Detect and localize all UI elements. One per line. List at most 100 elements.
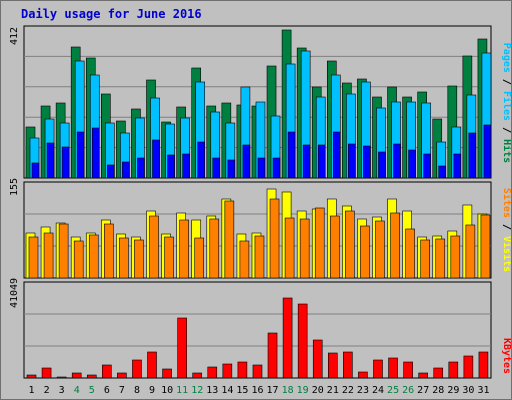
chart-title: Daily usage for June 2016 <box>21 7 202 21</box>
bar-kbytes-day-31 <box>478 351 489 379</box>
bar-sites-day-15 <box>239 240 250 279</box>
day-label-21: 21 <box>327 385 339 396</box>
bar-sites-day-30 <box>465 224 476 279</box>
bar-kbytes-day-14 <box>222 363 233 379</box>
bar-kbytes-day-4 <box>71 372 82 379</box>
bar-kbytes-day-22 <box>343 351 353 379</box>
bar-pages-day-30 <box>468 132 477 179</box>
bar-sites-day-29 <box>450 235 461 279</box>
bar-pages-day-5 <box>91 127 100 179</box>
bar-kbytes-day-1 <box>26 374 37 379</box>
bar-kbytes-day-20 <box>312 339 323 379</box>
bar-pages-day-21 <box>332 131 341 179</box>
bar-sites-day-26 <box>405 228 415 279</box>
day-label-6: 6 <box>104 385 110 396</box>
day-label-31: 31 <box>477 385 489 396</box>
bar-sites-day-25 <box>390 212 400 279</box>
day-label-14: 14 <box>221 385 233 396</box>
axis-label-sites: Sites <box>501 188 511 218</box>
bar-pages-day-11 <box>182 153 190 179</box>
day-label-27: 27 <box>417 385 429 396</box>
bar-kbytes-day-23 <box>358 371 368 379</box>
bar-sites-day-24 <box>375 220 385 279</box>
axis-label-hits: Hits <box>501 139 511 163</box>
day-label-11: 11 <box>176 385 188 396</box>
bar-pages-day-13 <box>212 157 221 179</box>
day-label-12: 12 <box>191 385 203 396</box>
bar-kbytes-day-2 <box>41 367 52 379</box>
bar-kbytes-day-29 <box>448 361 459 379</box>
bar-sites-day-20 <box>314 207 325 279</box>
bar-kbytes-day-3 <box>56 376 67 379</box>
bar-kbytes-day-18 <box>282 297 293 379</box>
bar-kbytes-day-6 <box>102 364 112 379</box>
day-label-19: 19 <box>297 385 309 396</box>
bar-pages-day-23 <box>363 145 371 179</box>
bar-sites-day-17 <box>269 198 280 279</box>
bar-sites-day-21 <box>329 215 340 279</box>
bar-kbytes-day-25 <box>388 357 398 379</box>
bar-sites-day-19 <box>299 218 310 279</box>
bar-sites-day-31 <box>480 214 491 279</box>
axis-label-kbytes: KBytes <box>501 338 511 374</box>
day-label-1: 1 <box>29 385 35 396</box>
day-label-22: 22 <box>342 385 354 396</box>
bar-pages-day-12 <box>197 141 206 179</box>
bar-sites-day-9 <box>149 215 159 279</box>
axis-label-visits: Visits <box>501 236 511 272</box>
bar-pages-day-1 <box>31 162 40 179</box>
bar-pages-day-8 <box>137 157 145 179</box>
bar-kbytes-day-7 <box>117 372 127 379</box>
axis-label-separator: / <box>501 121 511 139</box>
bar-kbytes-day-16 <box>252 364 263 379</box>
bar-sites-day-1 <box>28 236 39 279</box>
day-label-17: 17 <box>267 385 279 396</box>
bar-pages-day-22 <box>348 143 356 179</box>
bar-kbytes-day-15 <box>237 361 248 379</box>
bar-kbytes-day-8 <box>132 359 142 379</box>
bar-kbytes-day-27 <box>418 372 428 379</box>
bar-sites-day-6 <box>104 223 114 279</box>
axis-label-separator: / <box>501 73 511 91</box>
bar-pages-day-31 <box>483 124 492 179</box>
day-label-8: 8 <box>134 385 140 396</box>
day-label-13: 13 <box>206 385 218 396</box>
bar-pages-day-28 <box>438 165 447 179</box>
bar-pages-day-16 <box>257 157 266 179</box>
bar-sites-day-5 <box>88 234 99 279</box>
bar-pages-day-4 <box>76 131 85 179</box>
axis-label-pages: Pages <box>501 43 511 73</box>
bar-kbytes-day-28 <box>433 367 444 379</box>
bar-sites-day-23 <box>360 225 370 279</box>
panel-kbytes <box>23 281 492 379</box>
bar-kbytes-day-19 <box>297 303 308 379</box>
bar-pages-day-15 <box>242 144 251 179</box>
day-label-7: 7 <box>119 385 125 396</box>
bar-sites-day-7 <box>119 237 129 279</box>
day-label-4: 4 <box>74 385 80 396</box>
bar-sites-day-22 <box>345 210 355 279</box>
day-label-9: 9 <box>149 385 155 396</box>
day-label-30: 30 <box>462 385 474 396</box>
bar-sites-day-12 <box>194 237 205 279</box>
ymax-label-hits-files-pages: 412 <box>9 27 20 45</box>
bar-sites-day-18 <box>284 217 295 279</box>
bar-pages-day-26 <box>408 149 416 179</box>
bar-kbytes-day-17 <box>267 332 278 379</box>
ymax-label-visits-sites: 155 <box>9 178 20 196</box>
bar-sites-day-8 <box>134 239 144 279</box>
bar-pages-day-7 <box>122 161 130 179</box>
bar-kbytes-day-30 <box>463 355 474 379</box>
day-label-20: 20 <box>312 385 324 396</box>
bar-pages-day-18 <box>287 131 296 179</box>
day-label-5: 5 <box>89 385 95 396</box>
bar-pages-day-25 <box>393 143 401 179</box>
day-label-26: 26 <box>402 385 414 396</box>
day-label-10: 10 <box>161 385 173 396</box>
day-label-24: 24 <box>372 385 384 396</box>
bar-pages-day-19 <box>302 144 311 179</box>
bar-pages-day-6 <box>107 164 115 179</box>
bar-kbytes-day-26 <box>403 361 413 379</box>
